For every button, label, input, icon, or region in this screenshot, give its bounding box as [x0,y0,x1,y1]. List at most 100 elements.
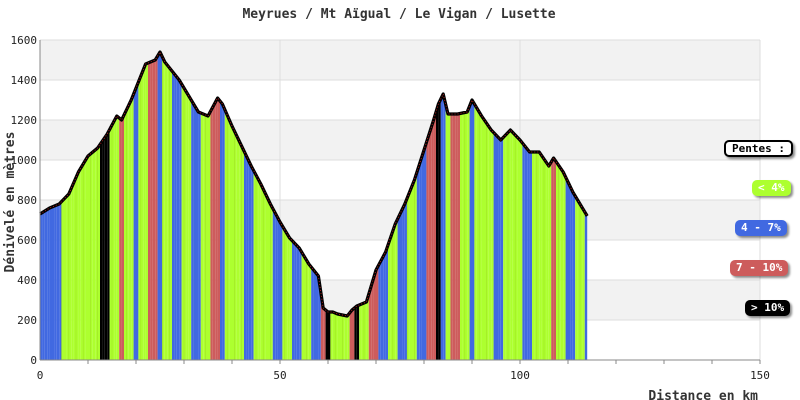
slope-strip [59,201,62,360]
slope-strip [76,172,79,360]
slope-strip [205,115,208,360]
slope-strip [472,100,475,360]
slope-strip [450,114,453,360]
slope-strip [481,116,484,360]
slope-strip [224,109,228,360]
slope-strip [119,118,122,360]
slope-strip [436,104,439,360]
slope-strip [455,114,458,360]
slope-strip [556,161,559,360]
slope-strip [193,104,196,360]
slope-strip [104,134,108,360]
slope-strip [100,141,103,360]
y-tick-label: 600 [17,234,37,247]
slope-strip [486,123,489,360]
slope-strip [340,314,343,360]
slope-strip [128,100,132,360]
slope-strip [232,126,235,360]
x-tick-label: 50 [273,369,286,382]
slope-strip [460,113,463,360]
x-tick-label: 0 [37,369,44,382]
slope-strip [277,217,280,360]
slope-strip [512,132,516,360]
slope-strip [280,222,283,360]
slope-strip [426,135,429,360]
slope-strip [419,157,422,360]
slope-strip [544,159,547,360]
slope-strip [414,172,417,360]
slope-strip [181,84,184,360]
slope-strip [133,88,136,360]
slope-strip [383,252,386,360]
slope-strip [210,107,213,360]
slope-strip [263,189,266,360]
slope-strip [52,206,55,360]
y-tick-label: 800 [17,194,37,207]
slope-strip [138,76,141,360]
slope-strip [359,304,362,360]
slope-strip [253,170,256,360]
slope-strip [500,137,504,360]
slope-strip [241,146,244,360]
slope-strip [64,196,67,360]
slope-strip [570,187,573,360]
slope-strip [347,313,350,360]
slope-strip [251,166,254,360]
slope-strip [395,219,398,360]
slope-strip [508,130,511,360]
y-axis-label: Dénivelé en mètres [3,132,18,273]
slope-strip [474,104,477,360]
slope-strip [95,148,98,360]
slope-strip [402,204,405,360]
slope-strip [407,192,410,360]
slope-strip [354,306,357,360]
slope-strip [162,57,165,360]
slope-strip [56,204,60,360]
slope-strip [124,110,127,360]
slope-strip [268,199,271,360]
slope-strip [400,209,403,360]
slope-strip [491,130,494,360]
slope-strip [342,315,345,360]
slope-strip [258,179,261,360]
slope-strip [246,156,249,360]
slope-strip [385,245,388,360]
slope-strip [308,264,312,360]
slope-strip [378,261,381,360]
slope-strip [416,165,420,360]
slope-strip [152,60,156,360]
slope-strip [248,161,252,360]
slope-strip [136,82,139,360]
slope-strip [397,214,400,360]
slope-strip [131,94,134,360]
slope-strip [433,112,436,360]
slope-strip [532,152,535,360]
slope-strip [558,165,561,360]
slope-strip [575,196,578,360]
slope-strip [462,112,465,360]
slope-strip [479,112,482,360]
slope-strip [517,137,520,360]
slope-strip [198,112,201,360]
slope-strip [155,56,158,360]
slope-strip [239,141,242,360]
slope-strip [527,149,530,360]
slope-strip [109,125,112,360]
slope-strip [196,108,199,360]
slope-strip [299,248,302,360]
slope-strip [167,65,170,360]
slope-strip [102,137,105,360]
slope-strip [140,70,144,360]
slope-strip [361,303,364,360]
slope-strip [227,115,230,360]
slope-strip [330,312,333,360]
slope-strip [54,205,57,360]
slope-strip [515,135,518,360]
slope-strip [356,305,360,360]
slope-strip [272,208,276,360]
slope-strip [524,146,528,360]
slope-strip [392,224,396,360]
slope-strip [191,100,194,360]
slope-strip [301,252,304,360]
slope-strip [121,115,124,360]
